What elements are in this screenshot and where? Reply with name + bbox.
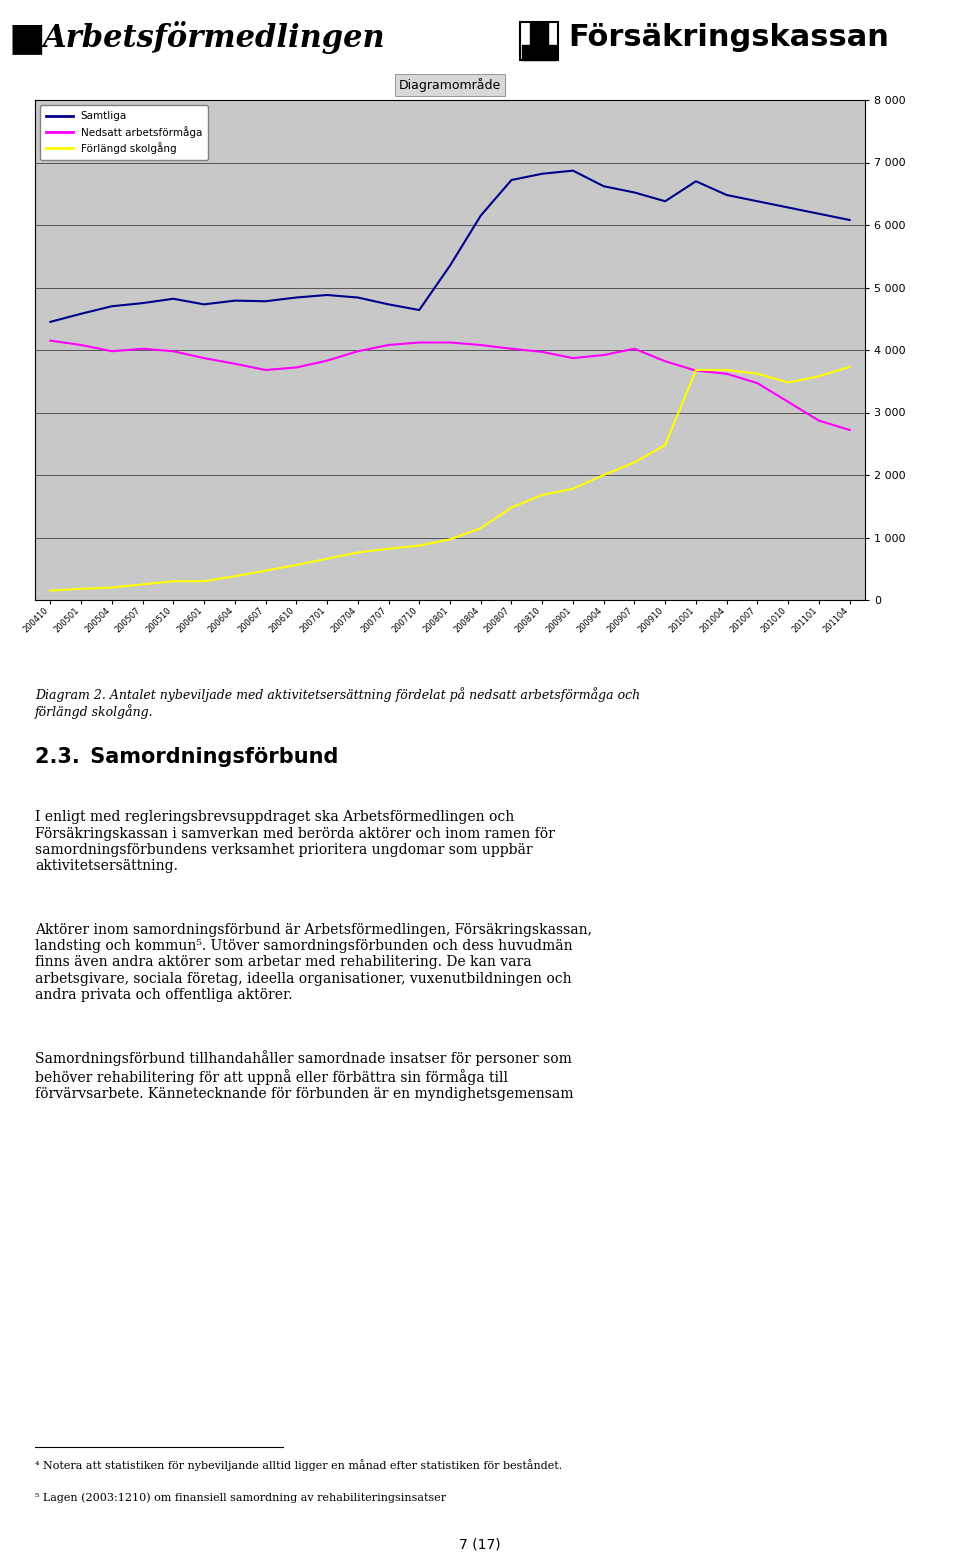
Text: Diagramområde: Diagramområde [398,78,501,92]
Text: ■: ■ [8,19,45,58]
Text: I enligt med regleringsbrevsuppdraget ska Arbetsförmedlingen och
Försäkringskass: I enligt med regleringsbrevsuppdraget sk… [35,811,555,874]
Text: ⁵ Lagen (2003:1210) om finansiell samordning av rehabiliteringsinsatser: ⁵ Lagen (2003:1210) om finansiell samord… [35,1493,446,1504]
Text: Arbetsförmedlingen: Arbetsförmedlingen [42,22,385,55]
Text: 7 (17): 7 (17) [459,1538,501,1552]
Text: 2.3. Samordningsförbund: 2.3. Samordningsförbund [35,747,338,768]
Text: Diagram 2. Antalet nybeviljade med aktivitetsersättning fördelat på nedsatt arbe: Diagram 2. Antalet nybeviljade med aktiv… [35,686,640,719]
Text: Försäkringskassan: Försäkringskassan [568,23,889,53]
Text: Aktörer inom samordningsförbund är Arbetsförmedlingen, Försäkringskassan,
landst: Aktörer inom samordningsförbund är Arbet… [35,924,592,1002]
Legend: Samtliga, Nedsatt arbetsförmåga, Förlängd skolgång: Samtliga, Nedsatt arbetsförmåga, Förläng… [40,105,208,159]
Text: Samordningsförbund tillhandahåller samordnade insatser för personer som
behöver : Samordningsförbund tillhandahåller samor… [35,1050,573,1101]
Text: ⁴ Notera att statistiken för nybeviljande alltid ligger en månad efter statistik: ⁴ Notera att statistiken för nybeviljand… [35,1459,563,1471]
FancyBboxPatch shape [520,22,558,59]
